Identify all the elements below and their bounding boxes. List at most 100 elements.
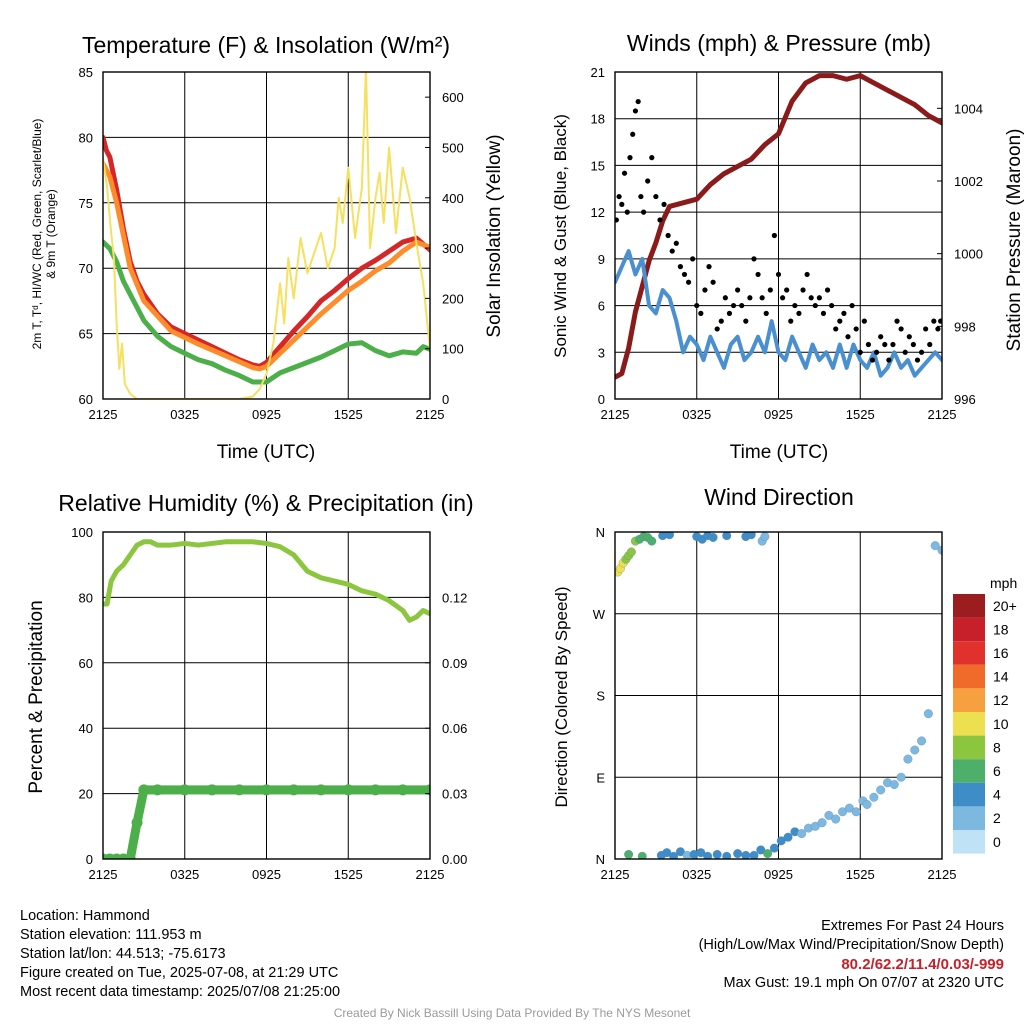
colorbar-label: 2 bbox=[993, 810, 1001, 826]
gust-point bbox=[857, 349, 863, 355]
direction-point bbox=[624, 850, 634, 859]
direction-point bbox=[763, 849, 773, 859]
direction-point bbox=[862, 800, 872, 809]
gust-point bbox=[894, 318, 900, 324]
y2-tick-label: 300 bbox=[442, 241, 464, 256]
gust-point bbox=[722, 295, 728, 301]
direction-point bbox=[769, 843, 779, 853]
gust-point bbox=[645, 178, 651, 184]
colorbar-swatch bbox=[953, 617, 985, 642]
rh-line bbox=[103, 539, 430, 623]
dewpoint-line bbox=[103, 239, 430, 385]
y2-tick-label: 998 bbox=[954, 319, 976, 334]
gust-point bbox=[775, 271, 782, 278]
gust-point bbox=[641, 209, 647, 215]
colorbar-swatch bbox=[953, 688, 985, 712]
winds-y-axis-label: Sonic Wind & Gust (Blue, Black) bbox=[551, 114, 570, 358]
figure-created: Figure created on Tue, 2025-07-08, at 21… bbox=[20, 965, 339, 981]
max-gust: Max Gust: 19.1 mph On 07/07 at 2320 UTC bbox=[723, 975, 1004, 991]
wind-direction-y-axis-label: Direction (Colored By Speed) bbox=[552, 586, 571, 807]
gust-point bbox=[657, 217, 663, 223]
humidity-axis-ticks: 2125 0325 0925 1525 21250204060801000.000.03… bbox=[71, 525, 467, 882]
gust-point bbox=[849, 302, 855, 309]
winds-axis-ticks: 2125 0325 0925 1525 212503691215182199699810… bbox=[591, 65, 983, 422]
gust-point bbox=[812, 302, 818, 309]
insolation-line bbox=[103, 72, 430, 399]
colorbar-label: 0 bbox=[993, 834, 1001, 850]
pressure-y2-axis-label: Station Pressure (Maroon) bbox=[1004, 129, 1024, 352]
gust-point bbox=[784, 287, 790, 293]
y2-tick-label: 0.03 bbox=[442, 787, 467, 802]
gust-point bbox=[702, 287, 708, 293]
colorbar-label: 16 bbox=[993, 645, 1009, 661]
gust-point bbox=[673, 240, 679, 246]
colorbar-title: mph bbox=[990, 575, 1017, 591]
y-tick-label: S bbox=[596, 689, 605, 704]
gust-point bbox=[706, 264, 712, 270]
direction-point bbox=[712, 850, 722, 859]
direction-point bbox=[937, 545, 942, 555]
wind-direction-grid bbox=[614, 531, 943, 860]
plot-frame bbox=[102, 531, 431, 860]
direction-point bbox=[910, 745, 920, 755]
gust-point bbox=[747, 295, 753, 301]
humidity-y-axis-label: Percent & Precipitation bbox=[26, 600, 47, 793]
gust-point bbox=[910, 341, 916, 348]
gust-point bbox=[771, 232, 778, 239]
x-tick-label: 2125 bbox=[416, 867, 445, 882]
wind-direction-panel-title: Wind Direction bbox=[704, 484, 854, 510]
gust-point bbox=[833, 326, 839, 332]
gust-point bbox=[698, 310, 704, 316]
y-tick-label: 75 bbox=[79, 196, 93, 211]
colorbar-label: 10 bbox=[993, 716, 1009, 732]
y-tick-label: 21 bbox=[591, 65, 605, 80]
gust-point bbox=[931, 318, 937, 324]
gust-point bbox=[726, 310, 733, 316]
direction-point bbox=[703, 851, 713, 859]
temp_9m-line bbox=[103, 161, 430, 372]
gust-point bbox=[898, 326, 904, 332]
direction-point bbox=[647, 536, 657, 546]
y2-tick-label: 600 bbox=[442, 90, 464, 105]
gust-point bbox=[763, 310, 769, 316]
extremes-title: Extremes For Past 24 Hours bbox=[821, 918, 1004, 934]
gust-point bbox=[938, 318, 942, 324]
y-tick-label: 100 bbox=[71, 525, 93, 540]
x-tick-label: 2125 bbox=[89, 407, 118, 422]
gust-point bbox=[690, 256, 696, 262]
colorbar-swatch bbox=[953, 830, 985, 854]
gust-point bbox=[861, 318, 867, 324]
colorbar-label: 14 bbox=[993, 669, 1009, 685]
y-tick-label: 60 bbox=[79, 656, 93, 671]
x-tick-label: 0325 bbox=[170, 407, 199, 422]
x-tick-label: 2125 bbox=[89, 867, 118, 882]
x-tick-label: 1525 bbox=[846, 867, 875, 882]
y-tick-label: N bbox=[596, 852, 605, 867]
y2-tick-label: 0.09 bbox=[442, 656, 467, 671]
y-tick-label: 80 bbox=[79, 590, 93, 605]
colorbar-swatch bbox=[953, 641, 985, 665]
direction-point bbox=[626, 547, 636, 557]
recent-timestamp: Most recent data timestamp: 2025/07/08 2… bbox=[20, 984, 341, 1000]
extremes-info: Extremes For Past 24 Hours (High/Low/Max… bbox=[699, 917, 1004, 993]
y2-tick-label: 1004 bbox=[954, 101, 983, 116]
gust-point bbox=[665, 232, 671, 239]
temperature-insolation-panel: Temperature (F) & Insolation (W/m²) 2125… bbox=[30, 32, 505, 463]
x-tick-label: 2125 bbox=[928, 407, 957, 422]
gust-point bbox=[820, 310, 827, 316]
y-tick-label: 6 bbox=[598, 299, 605, 314]
plot-frame bbox=[102, 71, 431, 400]
gust-point bbox=[624, 209, 630, 215]
direction-point bbox=[869, 792, 879, 802]
temperature-y-axis-label-line1: 2m T, Tᵈ, HI/WC (Red, Green, Scarlet/Blu… bbox=[30, 119, 44, 350]
y2-tick-label: 400 bbox=[442, 191, 464, 206]
direction-point bbox=[876, 785, 886, 795]
y-tick-label: 0 bbox=[86, 852, 93, 867]
colorbar-label: 20+ bbox=[993, 598, 1017, 614]
humidity-panel-title: Relative Humidity (%) & Precipitation (i… bbox=[58, 490, 473, 516]
gust-point bbox=[714, 326, 720, 332]
gust-point bbox=[906, 334, 912, 340]
gust-point bbox=[681, 271, 688, 278]
colorbar-label: 8 bbox=[993, 739, 1001, 755]
gust-point bbox=[853, 326, 859, 332]
